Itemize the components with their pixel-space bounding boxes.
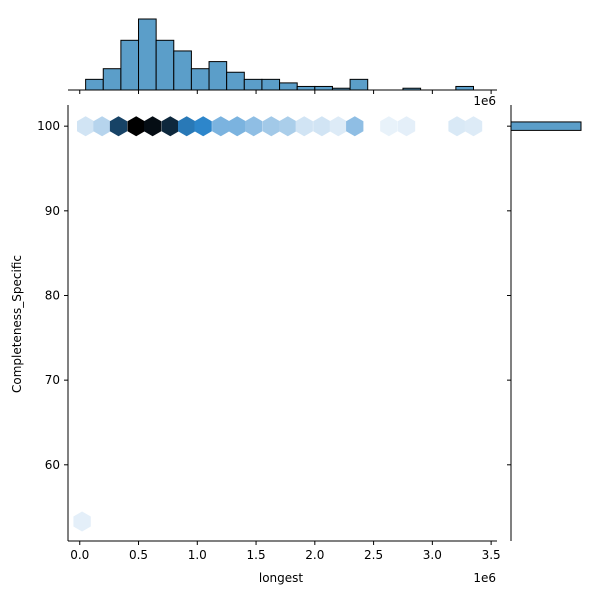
hexbin-cell: [464, 116, 483, 137]
hexbin-cell: [127, 116, 145, 137]
x-tick-label: 1.5: [247, 548, 266, 562]
hexbin-layer: [73, 116, 483, 532]
hexbin-cell: [245, 116, 263, 137]
top-hist-bar: [349, 78, 369, 91]
x-tick-label: 3.0: [423, 548, 442, 562]
hexbin-cell: [397, 116, 416, 137]
hexbin-cell: [448, 116, 466, 137]
top-hist-bar: [314, 85, 333, 91]
top-hist-bar: [120, 39, 140, 91]
top-hist-bar: [190, 68, 210, 91]
x-tick-label: 2.0: [305, 548, 324, 562]
hexbin-cell: [329, 116, 347, 137]
right-marginal-histogram: [507, 105, 582, 541]
hexbin-cell: [380, 116, 398, 137]
x-tick-label: 0.0: [70, 548, 89, 562]
top-marginal-histogram: [68, 18, 497, 94]
hexbin-cell: [262, 116, 280, 137]
x-tick-label: 2.5: [364, 548, 383, 562]
top-hist-bar: [155, 39, 175, 91]
x-offset-label: 1e6: [473, 571, 496, 585]
hexbin-cell: [161, 116, 179, 137]
x-axis-label: longest: [259, 571, 304, 585]
hexbin-cell: [228, 116, 246, 137]
hexbin-cell: [109, 116, 128, 137]
hexbin-cell: [346, 116, 364, 137]
main-joint-axes: 0.0 0.5 1.0 1.5 2.0 2.5 3.0 3.5 60 70 80 90 100: [37, 105, 501, 562]
y-tick-label: 90: [45, 204, 60, 218]
hexbin-cell: [93, 116, 111, 137]
x-axis-ticks: 0.0 0.5 1.0 1.5 2.0 2.5 3.0 3.5: [70, 541, 501, 562]
x-tick-label: 0.5: [129, 548, 148, 562]
y-axis-ticks: 60 70 80 90 100: [37, 119, 68, 472]
top-hist-bar: [208, 61, 228, 91]
x-tick-label: 1.0: [188, 548, 207, 562]
y-axis-label: Completeness_Specific: [10, 255, 24, 393]
hexbin-cell: [144, 116, 162, 137]
top-hist-bar: [455, 85, 474, 91]
hexbin-cell: [77, 116, 95, 137]
top-hist-bar: [173, 50, 192, 91]
top-hist-bar: [279, 82, 298, 91]
hexbin-cell: [313, 116, 331, 137]
top-hist-bar: [296, 85, 316, 91]
top-hist-bar: [226, 71, 245, 91]
top-hist-bar: [102, 68, 122, 91]
hexbin-cell: [279, 116, 297, 137]
hexbin-cell: [295, 116, 313, 137]
hexbin-cell: [178, 116, 196, 137]
top-hist-bar: [138, 18, 157, 91]
x-tick-label: 3.5: [482, 548, 501, 562]
top-hist-bar: [243, 78, 263, 91]
top-hist-bar: [85, 78, 104, 91]
top-hist-bar: [261, 78, 281, 91]
y-tick-label: 100: [37, 119, 60, 133]
y-tick-label: 70: [45, 373, 60, 387]
hexbin-cell: [212, 116, 230, 137]
right-hist-bar: [510, 121, 582, 131]
top-offset-label: 1e6: [473, 94, 496, 108]
y-tick-label: 60: [45, 458, 60, 472]
axis-spines: [67, 105, 497, 542]
hexbin-cell: [194, 116, 212, 137]
hexbin-cell: [73, 511, 91, 532]
y-tick-label: 80: [45, 288, 60, 302]
